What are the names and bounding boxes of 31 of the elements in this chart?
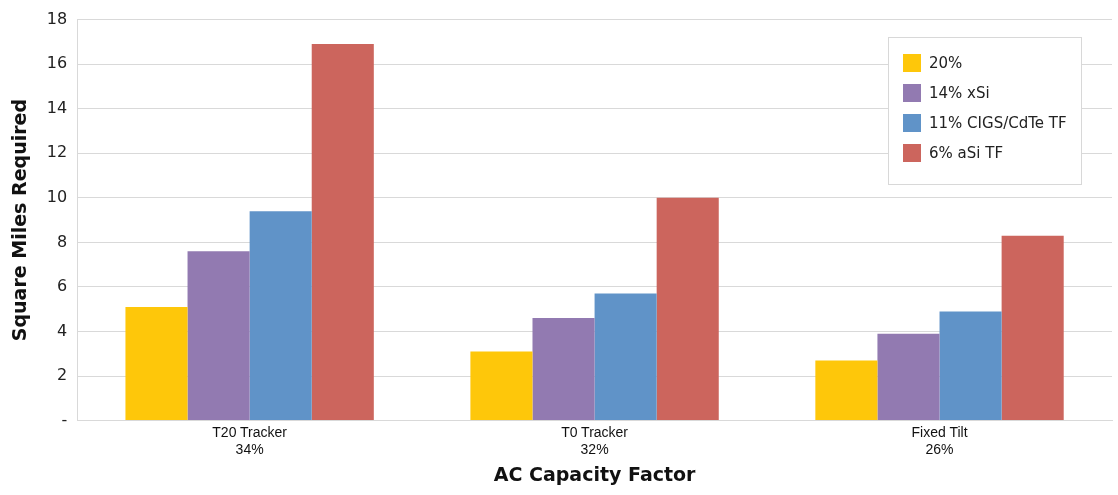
y-tick-label: 12 <box>46 142 68 162</box>
y-tick-label: 4 <box>56 320 68 340</box>
bar <box>187 251 250 421</box>
bar <box>532 318 595 421</box>
y-tick-label: - <box>61 409 68 429</box>
bar <box>470 351 533 421</box>
legend-label: 6% aSi TF <box>929 143 1004 162</box>
legend-label: 20% <box>929 53 963 72</box>
y-axis-title: Square Miles Required <box>8 98 31 342</box>
legend-label: 11% CIGS/CdTe TF <box>929 113 1067 132</box>
legend-label: 14% xSi <box>929 83 990 102</box>
y-tick-label: 18 <box>46 8 68 28</box>
bar <box>594 293 657 421</box>
bar <box>125 306 188 421</box>
y-tick-label: 8 <box>56 231 68 251</box>
y-tick-label: 14 <box>46 97 68 117</box>
bar <box>939 311 1002 421</box>
x-tick-label: T0 Tracker 32% <box>561 423 629 457</box>
bar <box>815 360 878 421</box>
bar <box>656 197 719 421</box>
x-tick-label: T20 Tracker 34% <box>212 423 288 457</box>
bar <box>311 44 374 421</box>
x-axis-title: AC Capacity Factor <box>493 462 697 485</box>
bar <box>877 333 940 421</box>
x-tick-label: Fixed Tilt 26% <box>911 423 968 457</box>
y-tick-label: 16 <box>46 53 68 73</box>
bar <box>1001 235 1064 421</box>
y-tick-label: 2 <box>56 365 68 385</box>
bar <box>249 211 312 421</box>
y-tick-label: 10 <box>46 186 68 206</box>
y-tick-label: 6 <box>56 276 68 296</box>
